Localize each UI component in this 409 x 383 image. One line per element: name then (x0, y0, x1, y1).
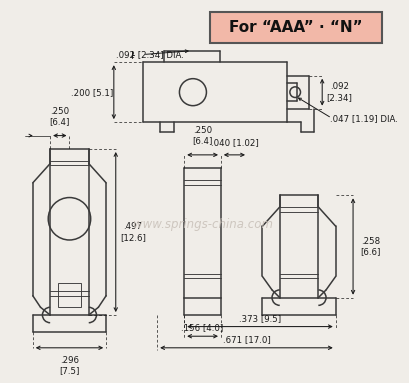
Text: .156 [4.0]: .156 [4.0] (181, 323, 223, 332)
Text: .250
[6.4]: .250 [6.4] (192, 126, 212, 145)
Text: .040 [1.02]: .040 [1.02] (210, 138, 258, 147)
Text: .092
[2.34]: .092 [2.34] (326, 82, 352, 102)
Bar (210, 12, 381, 43)
Text: .671 [17.0]: .671 [17.0] (222, 335, 270, 344)
Text: .250
[6.4]: .250 [6.4] (49, 106, 70, 126)
Text: www.springs-china.com: www.springs-china.com (132, 218, 272, 231)
Text: .497
[12.6]: .497 [12.6] (120, 223, 146, 242)
Text: .047 [1.19] DIA.: .047 [1.19] DIA. (329, 114, 397, 123)
Text: For “AAA” · “N”: For “AAA” · “N” (229, 20, 362, 35)
Bar (58, 283, 81, 307)
Text: .373 [9.5]: .373 [9.5] (238, 314, 280, 323)
Text: .296
[7.5]: .296 [7.5] (59, 355, 79, 375)
Text: .092 [2.34] DIA.: .092 [2.34] DIA. (115, 50, 183, 59)
Text: .258
[6.6]: .258 [6.6] (360, 237, 380, 256)
Text: .200 [5.1]: .200 [5.1] (71, 88, 113, 97)
